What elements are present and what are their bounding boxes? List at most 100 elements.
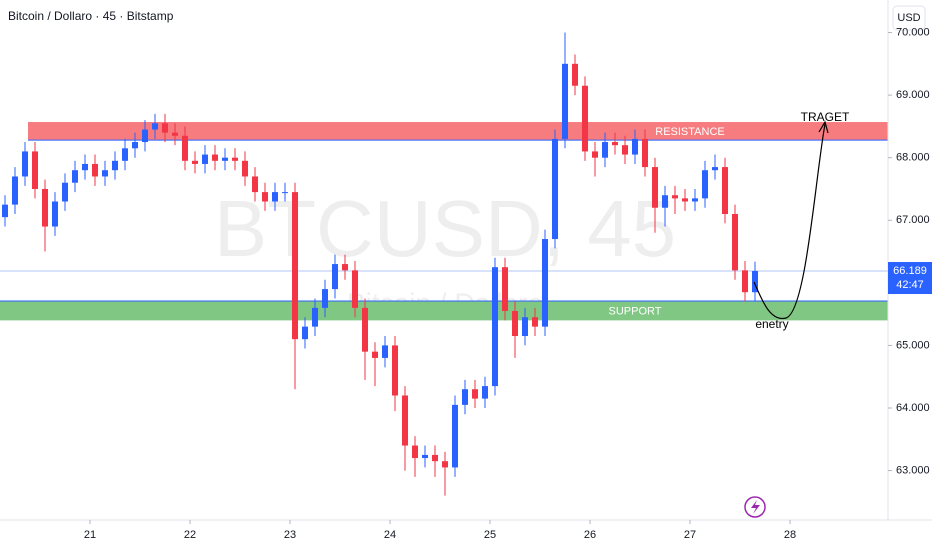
candle-body bbox=[212, 154, 218, 161]
candle-body bbox=[182, 135, 188, 161]
candle-body bbox=[472, 389, 478, 399]
candle-body bbox=[202, 154, 208, 164]
candle-body bbox=[562, 63, 568, 139]
zone-label: SUPPORT bbox=[609, 306, 662, 318]
candle-body bbox=[412, 445, 418, 459]
currency-button[interactable] bbox=[892, 5, 926, 31]
candle-body bbox=[642, 138, 648, 168]
candle-body bbox=[242, 160, 248, 177]
candle-body bbox=[542, 239, 548, 327]
candle-body bbox=[432, 454, 438, 462]
zone bbox=[28, 122, 888, 141]
candle-body bbox=[662, 195, 668, 208]
candle-body bbox=[382, 345, 388, 358]
x-tick-label: 22 bbox=[184, 529, 196, 541]
candle-body bbox=[482, 386, 488, 399]
candle-body bbox=[722, 167, 728, 215]
candle-body bbox=[532, 317, 538, 327]
last-price-label: 66.189 bbox=[893, 265, 927, 277]
chart-title: Bitcoin / Dollaro · 45 · Bitstamp bbox=[8, 9, 174, 23]
candle-body bbox=[372, 351, 378, 358]
x-tick-label: 25 bbox=[484, 529, 496, 541]
y-tick-label: 67.000 bbox=[896, 214, 930, 226]
candle-body bbox=[192, 160, 198, 164]
zone-label: RESISTANCE bbox=[655, 126, 724, 138]
target-label: TRAGET bbox=[801, 110, 850, 124]
candle-body bbox=[492, 267, 498, 387]
candle-body bbox=[72, 170, 78, 183]
currency-label: USD bbox=[897, 12, 920, 24]
candle-body bbox=[612, 142, 618, 146]
zone bbox=[0, 300, 888, 321]
candle-body bbox=[752, 271, 758, 293]
candle-body bbox=[152, 123, 158, 130]
candle-body bbox=[122, 148, 128, 161]
candle-body bbox=[692, 198, 698, 202]
candle-body bbox=[632, 138, 638, 155]
candle-body bbox=[552, 138, 558, 240]
candle-body bbox=[712, 167, 718, 171]
candle-body bbox=[322, 289, 328, 308]
arrow-head bbox=[818, 120, 829, 134]
candle-body bbox=[272, 192, 278, 202]
candle-body bbox=[82, 163, 88, 171]
candle-body bbox=[732, 214, 738, 271]
lightning-glyph bbox=[751, 500, 760, 514]
candle-body bbox=[582, 85, 588, 152]
candle-body bbox=[682, 198, 688, 202]
candle-body bbox=[342, 264, 348, 271]
candle-body bbox=[132, 142, 138, 149]
x-tick-label: 24 bbox=[384, 529, 396, 541]
last-price-tag bbox=[888, 262, 932, 295]
candle-body bbox=[392, 345, 398, 396]
y-tick-label: 70.000 bbox=[896, 26, 930, 38]
candle-body bbox=[112, 160, 118, 171]
candle-body bbox=[142, 129, 148, 143]
candle-body bbox=[52, 201, 58, 227]
candle-body bbox=[222, 157, 228, 161]
candle-body bbox=[12, 176, 18, 205]
candle-body bbox=[92, 163, 98, 177]
candle-body bbox=[352, 270, 358, 308]
candle-body bbox=[232, 157, 238, 161]
candle-body bbox=[162, 123, 168, 133]
candle-body bbox=[362, 307, 368, 352]
candle-body bbox=[252, 176, 258, 193]
candle-body bbox=[512, 310, 518, 337]
candle-body bbox=[332, 264, 338, 290]
candle-body bbox=[312, 307, 318, 327]
y-tick-label: 68.000 bbox=[896, 152, 930, 164]
candle-body bbox=[292, 192, 298, 340]
candle-body bbox=[422, 454, 428, 459]
candle-body bbox=[102, 170, 108, 177]
x-tick-label: 23 bbox=[284, 529, 296, 541]
watermark: BTCUSD, 45 bbox=[214, 184, 676, 273]
entry-label: enetry bbox=[755, 317, 788, 331]
candle-body bbox=[442, 461, 448, 468]
candle-body bbox=[622, 145, 628, 155]
candle-body bbox=[1, 204, 8, 218]
candle-body bbox=[402, 395, 408, 446]
x-tick-label: 26 bbox=[584, 529, 596, 541]
candle-body bbox=[522, 317, 528, 337]
y-tick-label: 64.000 bbox=[896, 402, 930, 414]
candle-body bbox=[22, 151, 28, 177]
candle-body bbox=[462, 389, 468, 405]
target-arrow bbox=[753, 123, 826, 319]
candle-body bbox=[302, 326, 308, 340]
y-tick-label: 65.000 bbox=[896, 339, 930, 351]
y-tick-label: 63.000 bbox=[896, 464, 930, 476]
candle-body bbox=[572, 63, 578, 86]
candle-body bbox=[672, 195, 678, 199]
plot: RESISTANCE SUPPORT bbox=[0, 32, 888, 496]
candle-body bbox=[42, 188, 48, 227]
x-tick-label: 21 bbox=[84, 529, 96, 541]
candle-body bbox=[62, 182, 68, 202]
candle-body bbox=[282, 192, 288, 194]
candle-body bbox=[502, 267, 508, 311]
x-tick-label: 28 bbox=[784, 529, 796, 541]
candle-body bbox=[452, 404, 458, 468]
candle-body bbox=[592, 151, 598, 158]
